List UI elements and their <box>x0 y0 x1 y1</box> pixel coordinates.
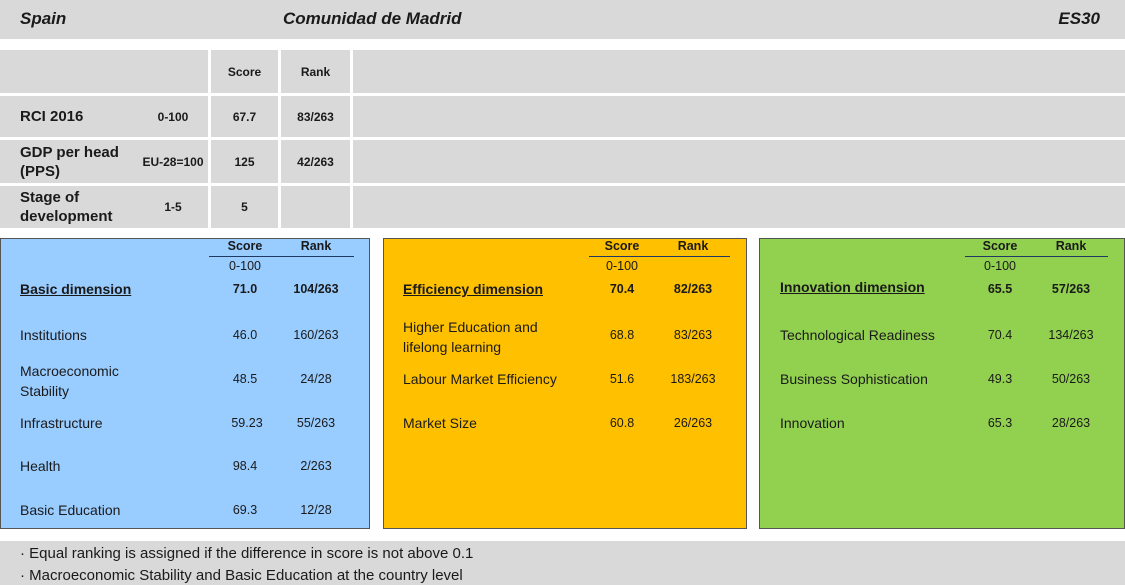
pillar-rank: 28/263 <box>1051 416 1091 430</box>
pillar-label: Basic Education <box>20 502 121 518</box>
pillar-score: 59.23 <box>231 416 263 430</box>
pillar-rank: 134/263 <box>1048 328 1094 342</box>
dimension-score: 71.0 <box>232 282 258 296</box>
pillar-label: Labour Market Efficiency <box>403 371 557 387</box>
dimension-score: 65.5 <box>987 282 1013 296</box>
summary-row-label: Stage of development <box>0 186 138 228</box>
summary-filler <box>353 140 1125 183</box>
region-code: ES30 <box>1058 9 1100 28</box>
pillar-label: Macroeconomic Stability <box>20 363 119 399</box>
summary-row-range: 1-5 <box>138 186 208 228</box>
dimension-title: Innovation dimension <box>780 279 925 295</box>
rank-header: Rank <box>677 239 709 253</box>
dimension-rank: 82/263 <box>673 282 713 296</box>
pillar-score: 68.8 <box>609 328 635 342</box>
summary-filler <box>353 186 1125 228</box>
summary-row-label: GDP per head (PPS) <box>0 140 138 183</box>
footnote: · Macroeconomic Stability and Basic Educ… <box>0 565 1125 585</box>
dimension-title: Basic dimension <box>20 281 132 297</box>
summary-filler <box>353 96 1125 137</box>
header-divider <box>589 256 730 257</box>
pillar-score: 49.3 <box>987 372 1013 386</box>
basic-dimension-panel: Score Rank 0-100 Basic dimension 71.0 10… <box>0 238 370 529</box>
dimension-score: 70.4 <box>609 282 635 296</box>
summary-row-range: EU-28=100 <box>138 140 208 183</box>
header-bar: Spain Comunidad de Madrid ES30 <box>0 0 1125 39</box>
pillar-score: 65.3 <box>987 416 1013 430</box>
scale-label: 0-100 <box>984 259 1016 273</box>
region-name: Comunidad de Madrid <box>283 9 462 28</box>
rank-header: Rank <box>300 239 332 253</box>
pillar-label: Technological Readiness <box>780 327 935 343</box>
country-name: Spain <box>20 9 67 28</box>
pillar-score: 48.5 <box>232 372 258 386</box>
pillar-score: 51.6 <box>609 372 635 386</box>
pillar-rank: 55/263 <box>296 416 336 430</box>
pillar-score: 46.0 <box>232 328 258 342</box>
rank-header: Rank <box>1055 239 1087 253</box>
pillar-rank: 160/263 <box>293 328 339 342</box>
pillar-label: Institutions <box>20 327 87 343</box>
score-header: Score <box>604 239 640 253</box>
efficiency-dimension-panel: Score Rank 0-100 Efficiency dimension 70… <box>383 238 747 529</box>
score-header: Score <box>227 239 263 253</box>
summary-row-score: 67.7 <box>211 96 278 137</box>
header-divider <box>209 256 354 257</box>
scale-label: 0-100 <box>229 259 261 273</box>
pillar-rank: 83/263 <box>673 328 713 342</box>
header-divider <box>965 256 1108 257</box>
pillar-rank: 50/263 <box>1051 372 1091 386</box>
summary-row-label: RCI 2016 <box>0 96 138 137</box>
score-header: Score <box>982 239 1018 253</box>
innovation-dimension-panel: Score Rank 0-100 Innovation dimension 65… <box>759 238 1125 529</box>
pillar-score: 98.4 <box>232 459 258 473</box>
summary-row-range: 0-100 <box>138 96 208 137</box>
pillar-score: 70.4 <box>987 328 1013 342</box>
pillar-label: Business Sophistication <box>780 371 928 387</box>
footnote: · Equal ranking is assigned if the diffe… <box>0 541 1125 565</box>
dimension-title: Efficiency dimension <box>403 281 544 297</box>
pillar-rank: 26/263 <box>673 416 713 430</box>
summary-filler <box>353 50 1125 93</box>
rank-column-header: Rank <box>281 50 350 93</box>
summary-corner <box>0 50 208 93</box>
summary-row-score: 125 <box>211 140 278 183</box>
pillar-label: Health <box>20 458 61 474</box>
pillar-label: Market Size <box>403 415 477 431</box>
pillar-label: Higher Education and lifelong learning <box>403 319 538 355</box>
dimension-rank: 104/263 <box>293 282 339 296</box>
pillar-rank: 183/263 <box>670 372 716 386</box>
pillar-label: Innovation <box>780 415 845 431</box>
summary-row-rank <box>281 186 350 228</box>
score-column-header: Score <box>211 50 278 93</box>
scale-label: 0-100 <box>606 259 638 273</box>
pillar-label: Infrastructure <box>20 415 103 431</box>
summary-row-rank: 42/263 <box>281 140 350 183</box>
pillar-rank: 24/28 <box>300 372 332 386</box>
pillar-score: 69.3 <box>232 503 258 517</box>
dimension-rank: 57/263 <box>1051 282 1091 296</box>
pillar-rank: 2/263 <box>300 459 332 473</box>
pillar-score: 60.8 <box>609 416 635 430</box>
pillar-rank: 12/28 <box>300 503 332 517</box>
summary-row-rank: 83/263 <box>281 96 350 137</box>
summary-row-score: 5 <box>211 186 278 228</box>
